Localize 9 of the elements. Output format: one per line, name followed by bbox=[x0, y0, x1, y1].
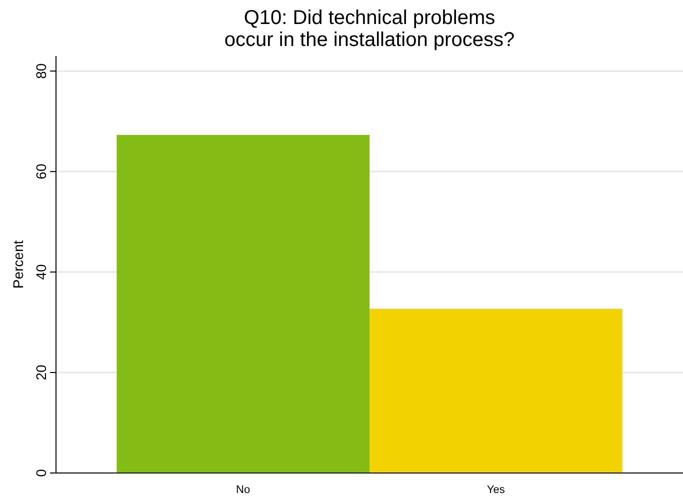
y-tick-label: 40 bbox=[33, 264, 49, 280]
x-tick-label: No bbox=[236, 484, 250, 496]
y-tick-label: 80 bbox=[33, 63, 49, 79]
y-tick-label: 20 bbox=[33, 364, 49, 380]
chart-title: Q10: Did technical problems occur in the installation process? bbox=[224, 7, 515, 51]
x-tick-label: Yes bbox=[486, 484, 506, 496]
y-tick-label: 60 bbox=[33, 164, 49, 180]
y-axis-title: Percent bbox=[10, 240, 26, 289]
y-tick-label: 0 bbox=[33, 468, 49, 477]
